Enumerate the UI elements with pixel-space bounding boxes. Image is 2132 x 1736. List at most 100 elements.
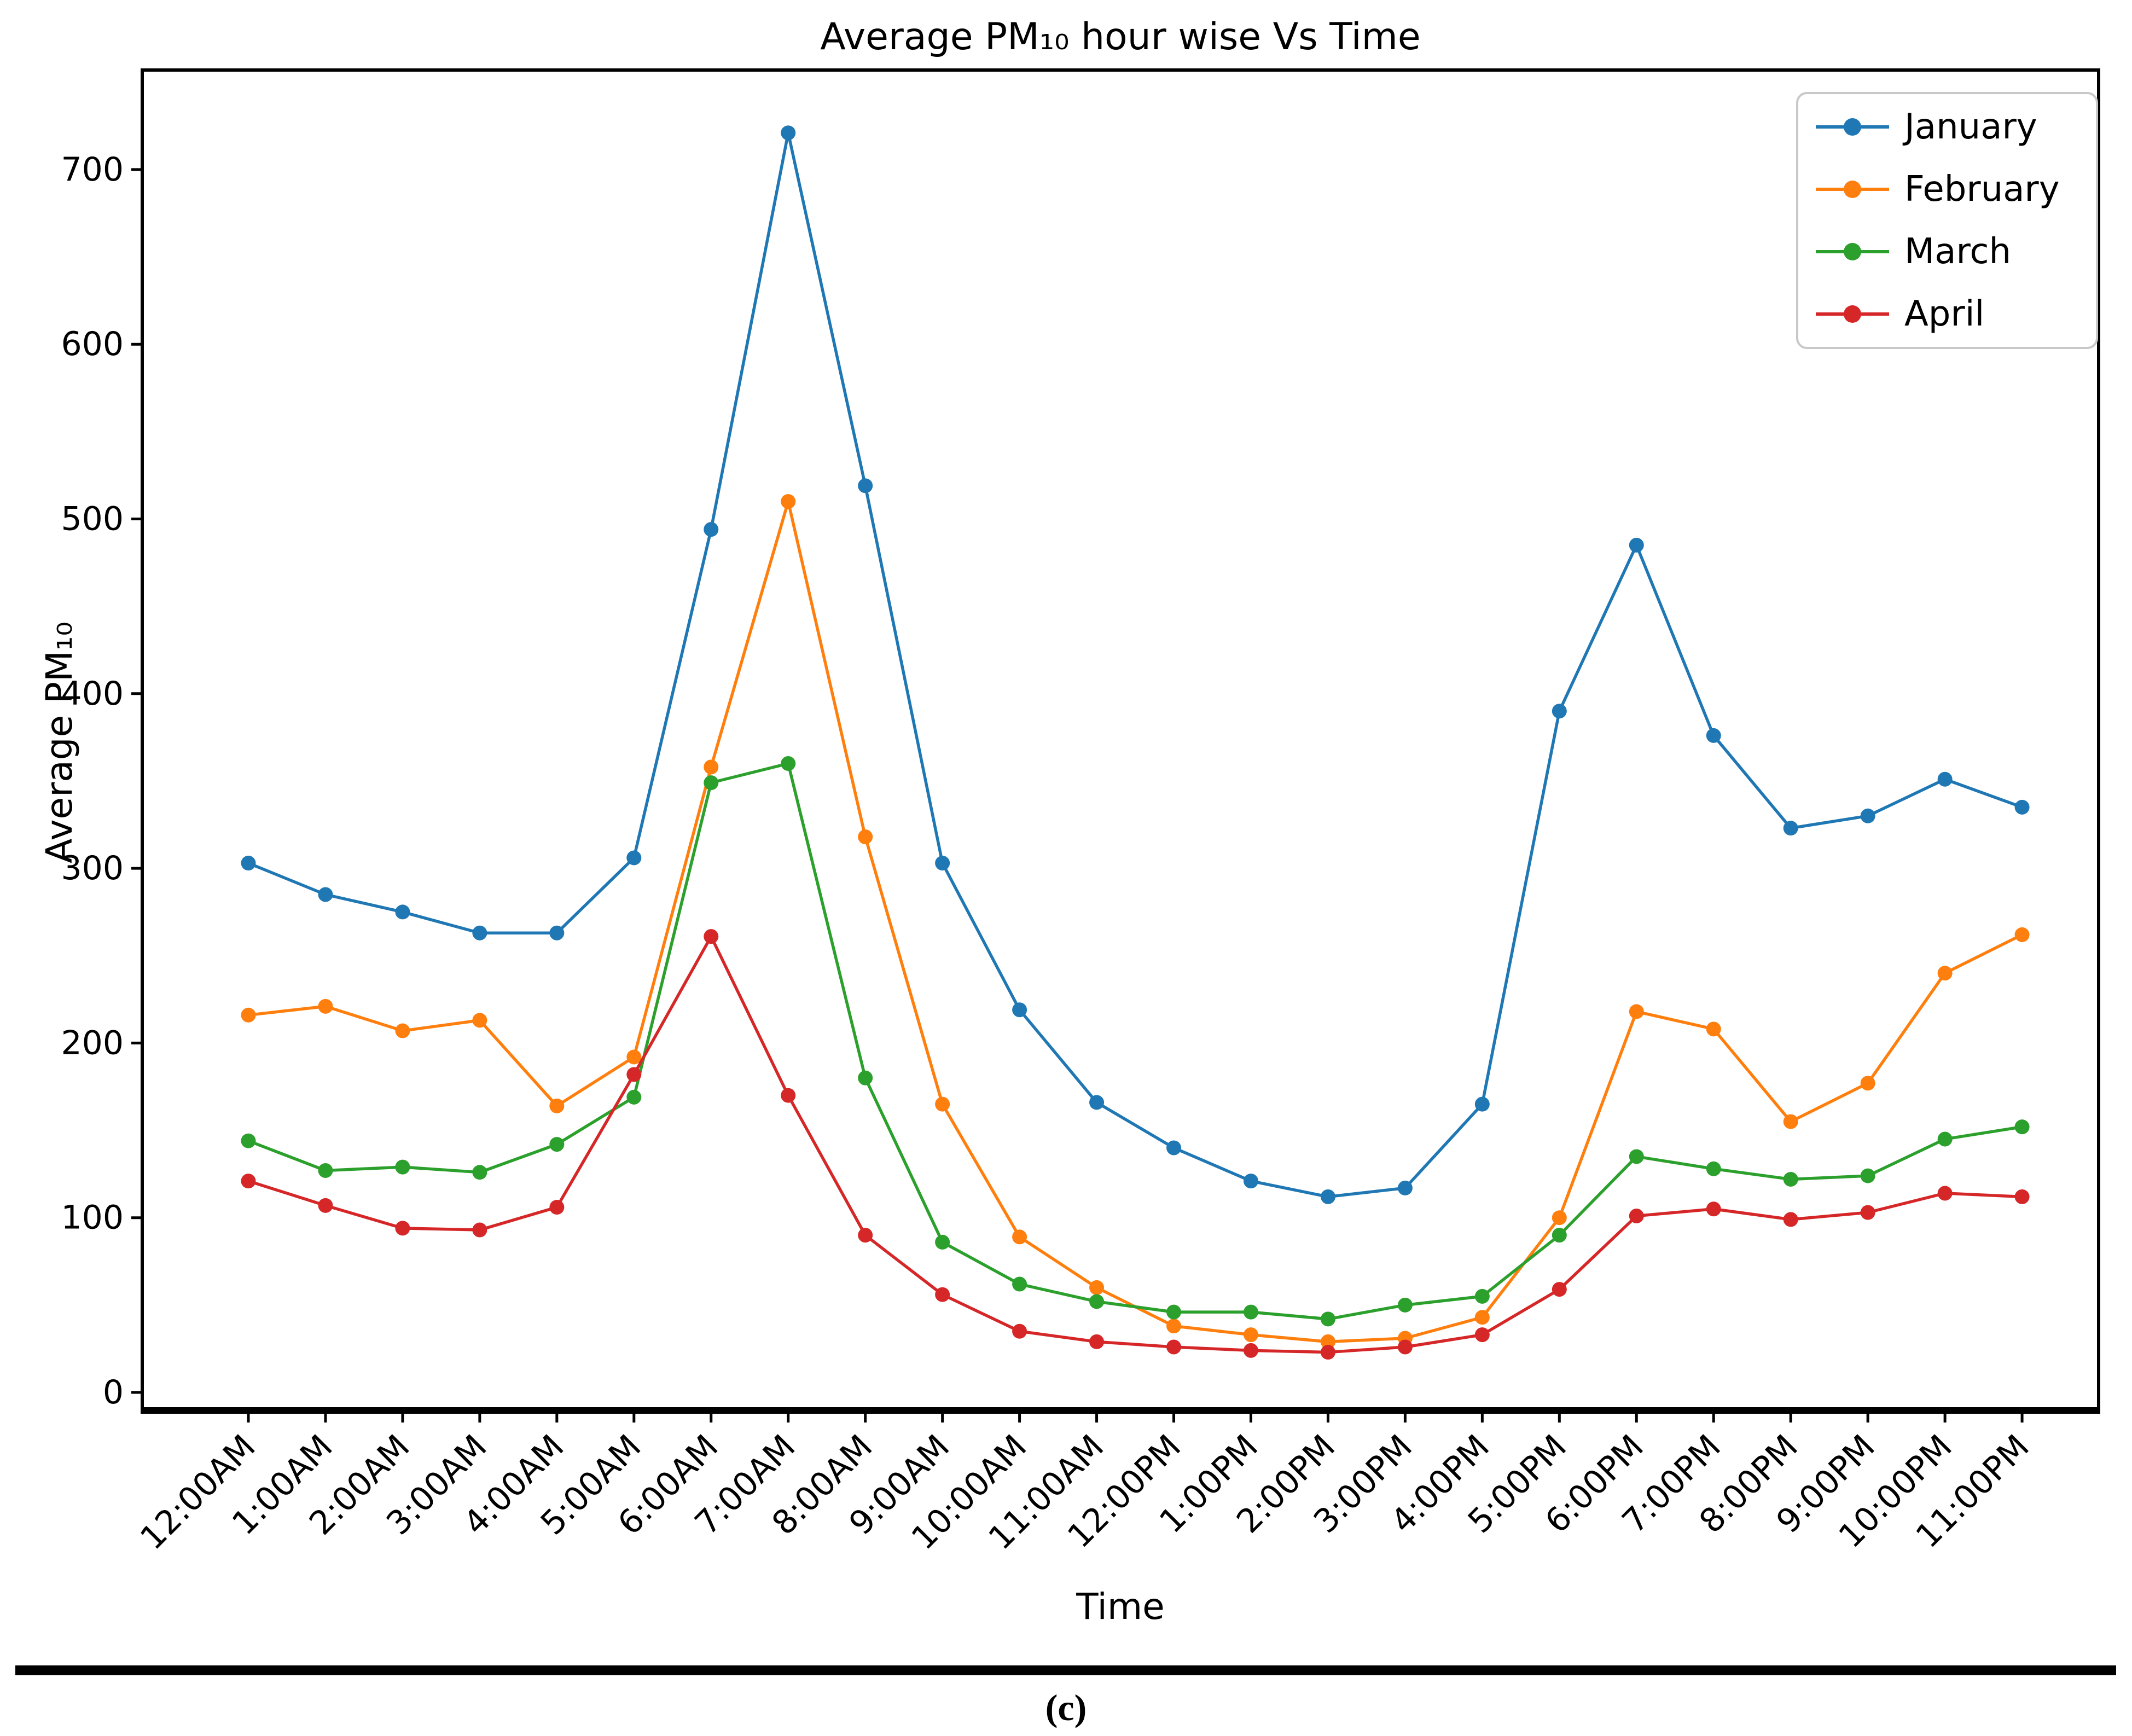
series-february-marker	[1860, 1076, 1875, 1091]
series-january-marker	[1474, 1096, 1490, 1112]
series-april-marker	[1320, 1345, 1335, 1360]
series-january-marker	[472, 925, 487, 940]
series-march-marker	[1320, 1311, 1335, 1327]
series-january-marker	[704, 522, 719, 537]
series-january-marker	[1860, 808, 1875, 823]
series-february-marker	[1012, 1229, 1027, 1245]
series-april-marker	[1783, 1212, 1798, 1227]
series-february-marker	[472, 1013, 487, 1028]
series-march-marker	[472, 1165, 487, 1180]
series-april-marker	[1860, 1205, 1875, 1220]
legend-marker-february	[1844, 181, 1861, 198]
series-april-marker	[704, 929, 719, 944]
series-march-line	[248, 762, 2023, 1321]
series-april-marker	[2014, 1189, 2030, 1204]
series-january-marker	[395, 904, 410, 920]
series-april-marker	[1166, 1339, 1182, 1355]
series-march-marker	[1089, 1294, 1105, 1309]
series-april-line	[248, 934, 2023, 1354]
series-march-marker	[549, 1137, 565, 1152]
series-march-marker	[1397, 1297, 1413, 1313]
series-march-marker	[1783, 1171, 1798, 1187]
y-tick-label: 600	[61, 325, 124, 363]
series-february-marker	[1089, 1280, 1105, 1295]
series-february-marker	[1474, 1310, 1490, 1325]
legend-marker-march	[1844, 243, 1861, 260]
chart-title: Average PM₁₀ hour wise Vs Time	[820, 15, 1421, 59]
series-january-marker	[1783, 821, 1798, 836]
series-april-marker	[1243, 1343, 1258, 1358]
series-march-marker	[318, 1163, 333, 1178]
series-january-marker	[549, 925, 565, 940]
series-february-marker	[1552, 1210, 1567, 1226]
series-february-marker	[1320, 1334, 1335, 1349]
series-march-marker	[858, 1070, 873, 1085]
series-april-marker	[549, 1200, 565, 1215]
series-february-marker	[781, 494, 796, 509]
series-march-marker	[1860, 1168, 1875, 1183]
series-february-marker	[626, 1049, 642, 1065]
separator-rule	[15, 1665, 2116, 1675]
y-tick-label: 200	[61, 1024, 124, 1062]
series-april-marker	[935, 1287, 950, 1302]
series-february-marker	[1243, 1327, 1258, 1343]
series-february-marker	[1706, 1021, 1721, 1037]
series-april-marker	[1474, 1327, 1490, 1343]
legend-box	[1796, 92, 2098, 349]
series-march-marker	[1706, 1161, 1721, 1176]
figure-caption: (c)	[1045, 1687, 1087, 1728]
series-february-marker	[318, 998, 333, 1014]
series-february-marker	[1937, 966, 1953, 981]
series-march-marker	[1552, 1228, 1567, 1243]
y-tick-label: 700	[61, 150, 124, 189]
series-february-marker	[704, 759, 719, 775]
series-february-marker	[1783, 1114, 1798, 1129]
series-february-marker	[1166, 1319, 1182, 1334]
series-march-marker	[935, 1234, 950, 1250]
y-tick-label: 100	[61, 1199, 124, 1237]
series-april-marker	[1012, 1323, 1027, 1339]
series-march-marker	[1937, 1131, 1953, 1147]
legend-marker-january	[1844, 118, 1861, 136]
legend-label-january: January	[1902, 107, 2037, 147]
series-february-marker	[858, 829, 873, 845]
series-january-marker	[1552, 704, 1567, 719]
series-january-marker	[1166, 1140, 1182, 1156]
series-january-marker	[1089, 1095, 1105, 1110]
series-april-marker	[781, 1088, 796, 1103]
x-tick-label: 12:00AM	[133, 1427, 263, 1557]
series-january-line	[247, 131, 2023, 1199]
series-march-marker	[241, 1133, 256, 1148]
series-march-marker	[1166, 1304, 1182, 1320]
legend-label-march: March	[1904, 231, 2011, 272]
series-february-marker	[241, 1007, 256, 1023]
series-march-marker	[395, 1159, 410, 1175]
series-march-marker	[2014, 1119, 2030, 1135]
series-january-marker	[2014, 799, 2030, 815]
series-january-marker	[1706, 728, 1721, 743]
legend-label-february: February	[1904, 169, 2060, 210]
series-january-marker	[1320, 1189, 1335, 1204]
series-march-marker	[781, 756, 796, 771]
series-april-marker	[1706, 1201, 1721, 1217]
series-april-marker	[395, 1221, 410, 1236]
series-march-marker	[1474, 1288, 1490, 1304]
series-april-marker	[318, 1198, 333, 1213]
series-january-marker	[935, 856, 950, 871]
x-axis-title: Time	[1076, 1586, 1165, 1628]
series-april-marker	[1089, 1334, 1105, 1349]
y-tick-label: 400	[61, 675, 124, 713]
series-april-marker	[1552, 1282, 1567, 1297]
series-march-marker	[1629, 1149, 1644, 1164]
line-chart: 010020030040050060070012:00AM1:00AM2:00A…	[61, 68, 2100, 1558]
series-april-marker	[241, 1174, 256, 1189]
series-january-marker	[1397, 1180, 1413, 1195]
series-january-marker	[1012, 1002, 1027, 1018]
series-january-marker	[781, 125, 796, 141]
series-january-marker	[241, 856, 256, 871]
series-february-marker	[395, 1023, 410, 1038]
series-march-marker	[626, 1089, 642, 1105]
series-march-marker	[1243, 1304, 1258, 1320]
series-january-marker	[858, 478, 873, 493]
